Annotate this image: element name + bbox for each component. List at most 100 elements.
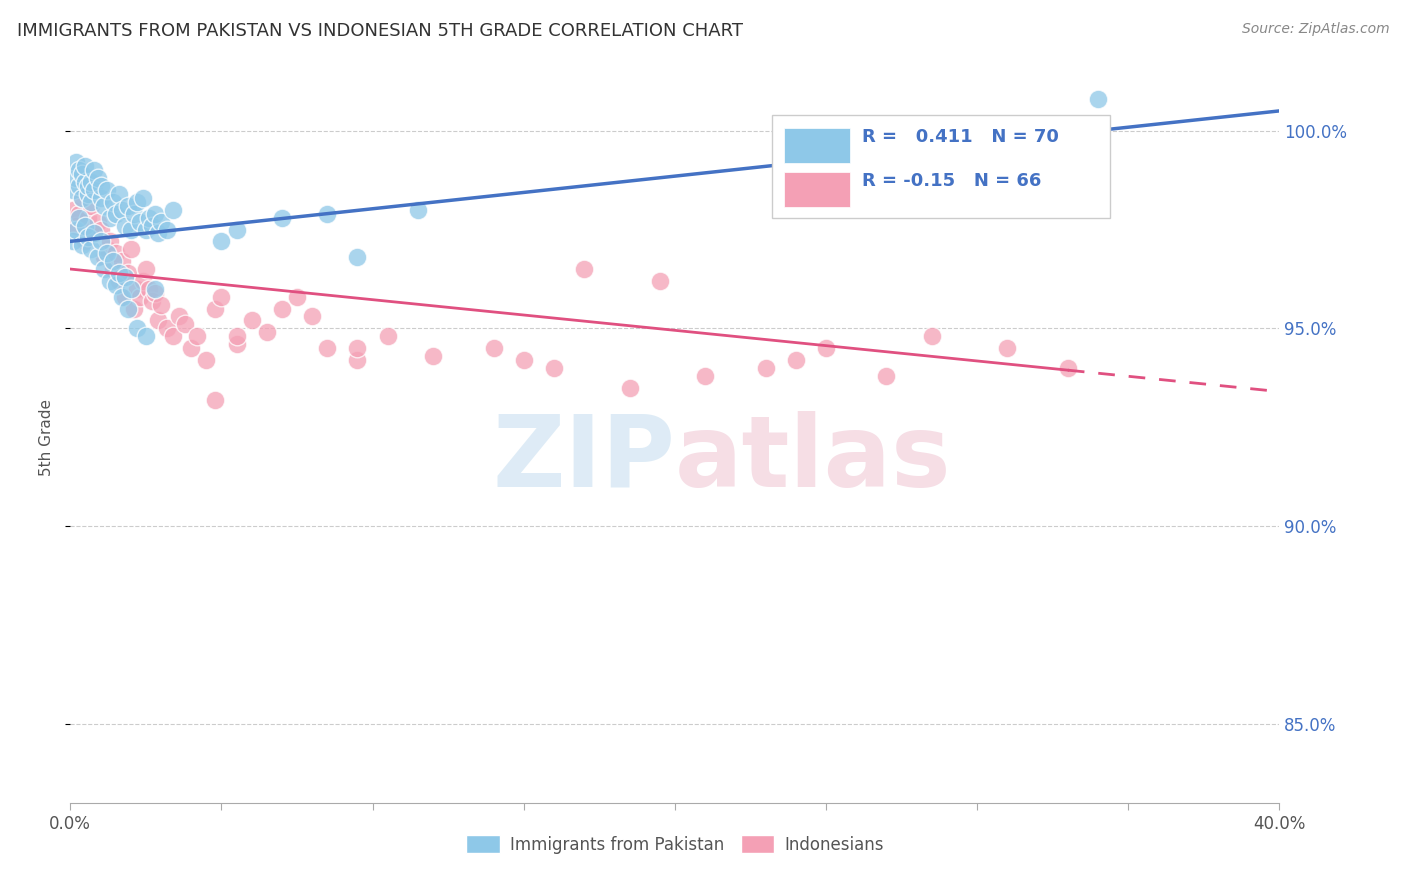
Point [77,186,100,201]
Point [285,290,308,304]
FancyBboxPatch shape [783,171,851,207]
Point [67,163,90,178]
Point [77,179,100,194]
Point [117,199,139,213]
Point [132,274,155,288]
Point [62,235,84,249]
Point [101,262,124,277]
Point [117,266,139,280]
Point [225,337,247,351]
Point [101,194,124,209]
Point [111,290,134,304]
Point [114,269,136,284]
Point [75,175,97,189]
Point [128,290,150,304]
Point [104,277,127,292]
Point [83,183,105,197]
Point [62,183,84,197]
Text: R = -0.15   N = 66: R = -0.15 N = 66 [862,172,1042,190]
Point [65,222,87,236]
Point [65,155,87,169]
Point [316,341,339,355]
Point [146,227,169,241]
Point [125,194,148,209]
Point [96,242,118,256]
Point [67,179,90,194]
FancyBboxPatch shape [783,128,851,163]
Point [754,360,776,375]
Point [120,222,142,236]
Point [225,329,247,343]
Point [80,194,103,209]
Point [122,301,145,316]
Point [83,163,105,178]
Point [98,274,121,288]
Point [86,171,108,186]
FancyBboxPatch shape [772,115,1111,218]
Point [67,211,90,225]
Point [86,250,108,264]
Point [75,159,97,173]
Point [693,368,716,383]
Point [156,321,179,335]
Point [141,293,163,308]
Point [80,199,103,213]
Text: IMMIGRANTS FROM PAKISTAN VS INDONESIAN 5TH GRADE CORRELATION CHART: IMMIGRANTS FROM PAKISTAN VS INDONESIAN 5… [17,22,742,40]
Point [67,207,90,221]
Point [104,207,127,221]
Point [204,301,226,316]
Point [648,274,671,288]
Text: ZIP: ZIP [492,410,675,508]
Point [75,235,97,249]
Point [921,329,943,343]
Point [211,290,233,304]
Point [1087,92,1109,106]
Point [162,329,184,343]
Point [301,310,323,324]
Point [406,202,429,217]
Point [482,341,505,355]
Point [146,313,169,327]
Point [90,191,111,205]
Point [995,341,1018,355]
Point [815,341,838,355]
Point [422,349,444,363]
Point [150,214,172,228]
Point [346,250,368,264]
Point [132,191,155,205]
Point [167,310,190,324]
Point [72,191,94,205]
Point [174,318,197,332]
Point [98,235,121,249]
Point [107,274,129,288]
Point [156,222,179,236]
Point [90,222,111,236]
Point [240,313,263,327]
Point [143,285,166,300]
Point [574,262,596,277]
Point [346,353,368,368]
Point [98,211,121,225]
Point [90,179,111,194]
Point [80,242,103,256]
Point [150,298,172,312]
Point [128,214,150,228]
Point [114,290,136,304]
Point [1057,360,1080,375]
Point [117,301,139,316]
Point [93,199,115,213]
Point [86,214,108,228]
Point [62,202,84,217]
Point [72,238,94,252]
Point [101,254,124,268]
Point [346,341,368,355]
Point [141,219,163,233]
Point [93,250,115,264]
Point [96,183,118,197]
Point [72,191,94,205]
Point [377,329,399,343]
Point [83,227,105,241]
Point [77,230,100,244]
Point [77,211,100,225]
Point [135,222,157,236]
